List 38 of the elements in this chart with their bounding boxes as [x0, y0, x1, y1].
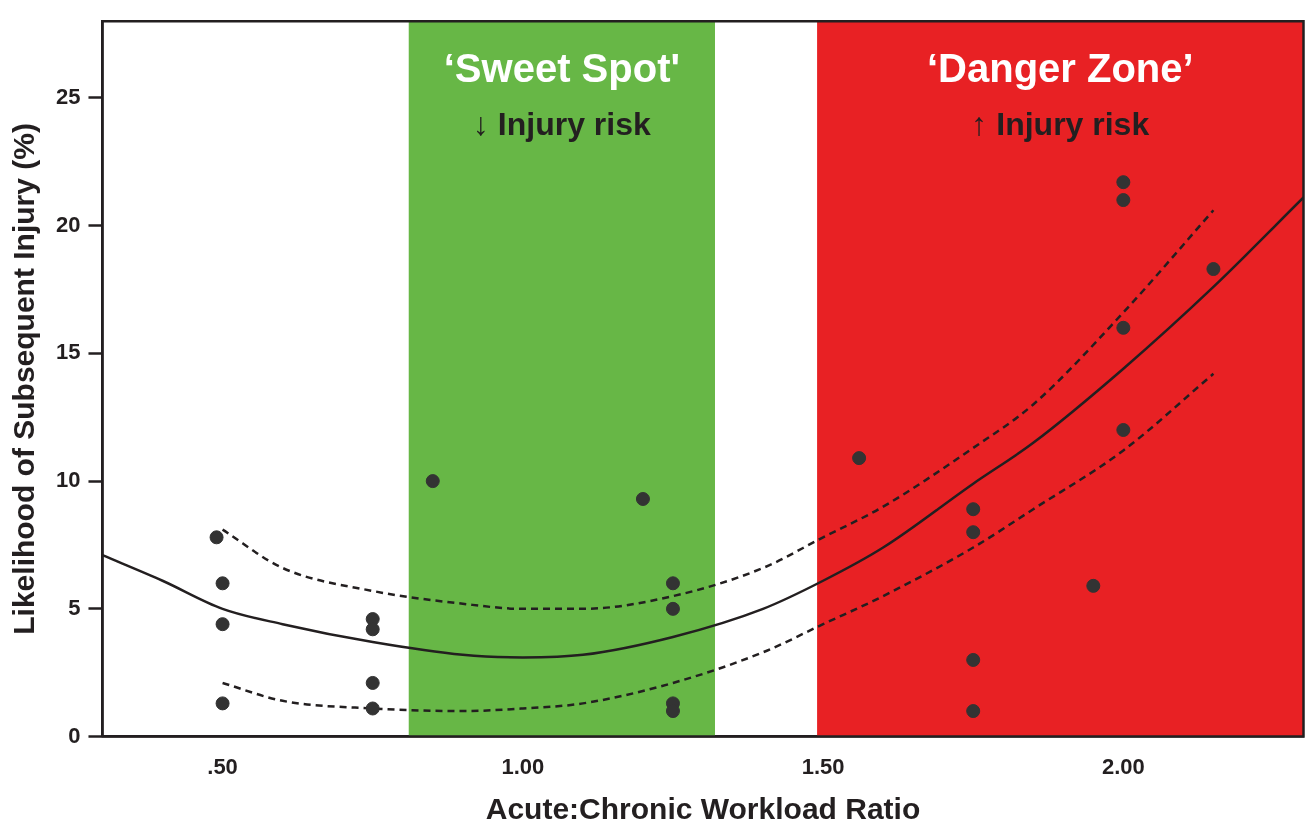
y-tick-label: 10	[55, 467, 81, 493]
annotation: ↓ Injury risk	[472, 106, 651, 143]
point	[425, 474, 440, 489]
point	[1086, 578, 1101, 593]
point	[215, 696, 230, 711]
y-tick-label: 25	[55, 83, 81, 109]
point	[215, 576, 230, 591]
y-tick-label: 0	[68, 722, 81, 748]
point	[1116, 320, 1131, 335]
x-axis-title: Acute:Chronic Workload Ratio	[485, 792, 921, 826]
point	[966, 502, 981, 517]
point	[665, 601, 680, 616]
point	[966, 525, 981, 540]
point	[365, 622, 380, 637]
point	[1116, 175, 1131, 190]
point	[635, 491, 650, 506]
y-tick-label: 15	[55, 339, 81, 365]
x-tick-label: 1.00	[501, 753, 545, 779]
point	[1116, 423, 1131, 437]
x-tick-label: 1.50	[801, 753, 845, 779]
point	[1116, 193, 1131, 208]
x-tick-label: .50	[207, 753, 238, 779]
band-label: ‘Sweet Spot'	[443, 46, 680, 91]
point	[852, 451, 867, 466]
point	[365, 701, 380, 716]
y-axis-title: Likelihood of Subsequent Injury (%)	[7, 123, 41, 635]
annotation: ↑ Injury risk	[971, 106, 1150, 143]
point	[966, 704, 981, 719]
y-tick-label: 20	[55, 211, 81, 237]
point	[1206, 262, 1221, 277]
y-tick-label: 5	[68, 594, 81, 620]
band-label: ‘Danger Zone’	[926, 46, 1194, 91]
x-tick-label: 2.00	[1101, 753, 1145, 779]
point	[365, 675, 380, 690]
point	[966, 652, 981, 667]
point	[215, 617, 230, 632]
point	[209, 530, 224, 545]
point	[665, 576, 680, 591]
